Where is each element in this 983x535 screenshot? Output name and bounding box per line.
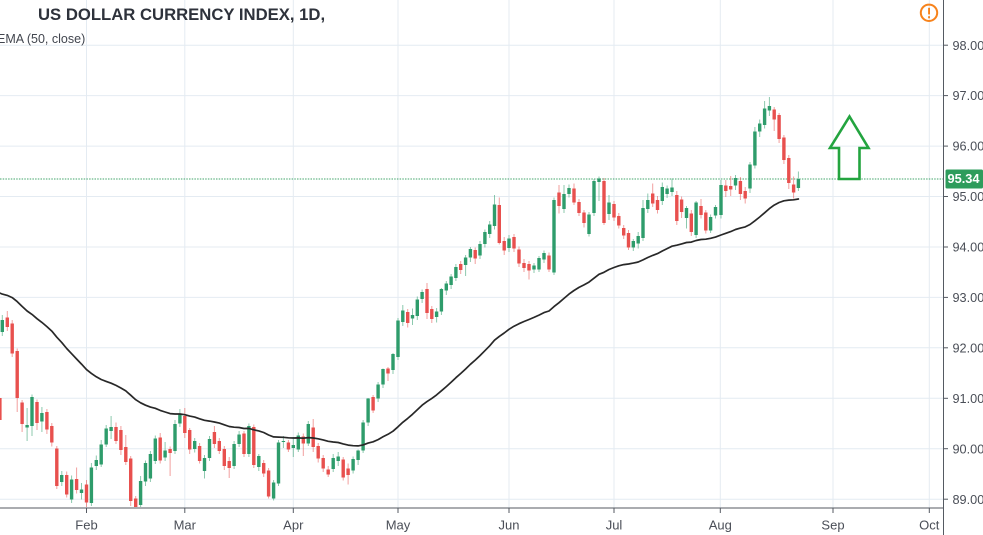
svg-text:US DOLLAR CURRENCY INDEX, 1D,: US DOLLAR CURRENCY INDEX, 1D, — [38, 5, 325, 24]
svg-text:Oct: Oct — [919, 518, 940, 533]
svg-text:Feb: Feb — [75, 518, 97, 533]
svg-text:Sep: Sep — [821, 518, 844, 533]
svg-text:Jun: Jun — [499, 518, 520, 533]
svg-text:Apr: Apr — [283, 518, 304, 533]
svg-text:97.00: 97.00 — [953, 89, 983, 103]
svg-text:95.34: 95.34 — [947, 171, 980, 186]
svg-text:95.00: 95.00 — [953, 190, 983, 204]
svg-text:94.00: 94.00 — [953, 241, 983, 255]
svg-text:98.00: 98.00 — [953, 39, 983, 53]
svg-text:Jul: Jul — [606, 518, 623, 533]
svg-text:EMA (50, close): EMA (50, close) — [0, 32, 85, 46]
svg-text:Mar: Mar — [174, 518, 197, 533]
svg-text:90.00: 90.00 — [953, 442, 983, 456]
svg-text:May: May — [386, 518, 411, 533]
svg-text:93.00: 93.00 — [953, 291, 983, 305]
svg-text:Aug: Aug — [709, 518, 732, 533]
svg-text:91.00: 91.00 — [953, 392, 983, 406]
svg-text:89.00: 89.00 — [953, 493, 983, 507]
svg-text:96.00: 96.00 — [953, 140, 983, 154]
svg-text:92.00: 92.00 — [953, 341, 983, 355]
